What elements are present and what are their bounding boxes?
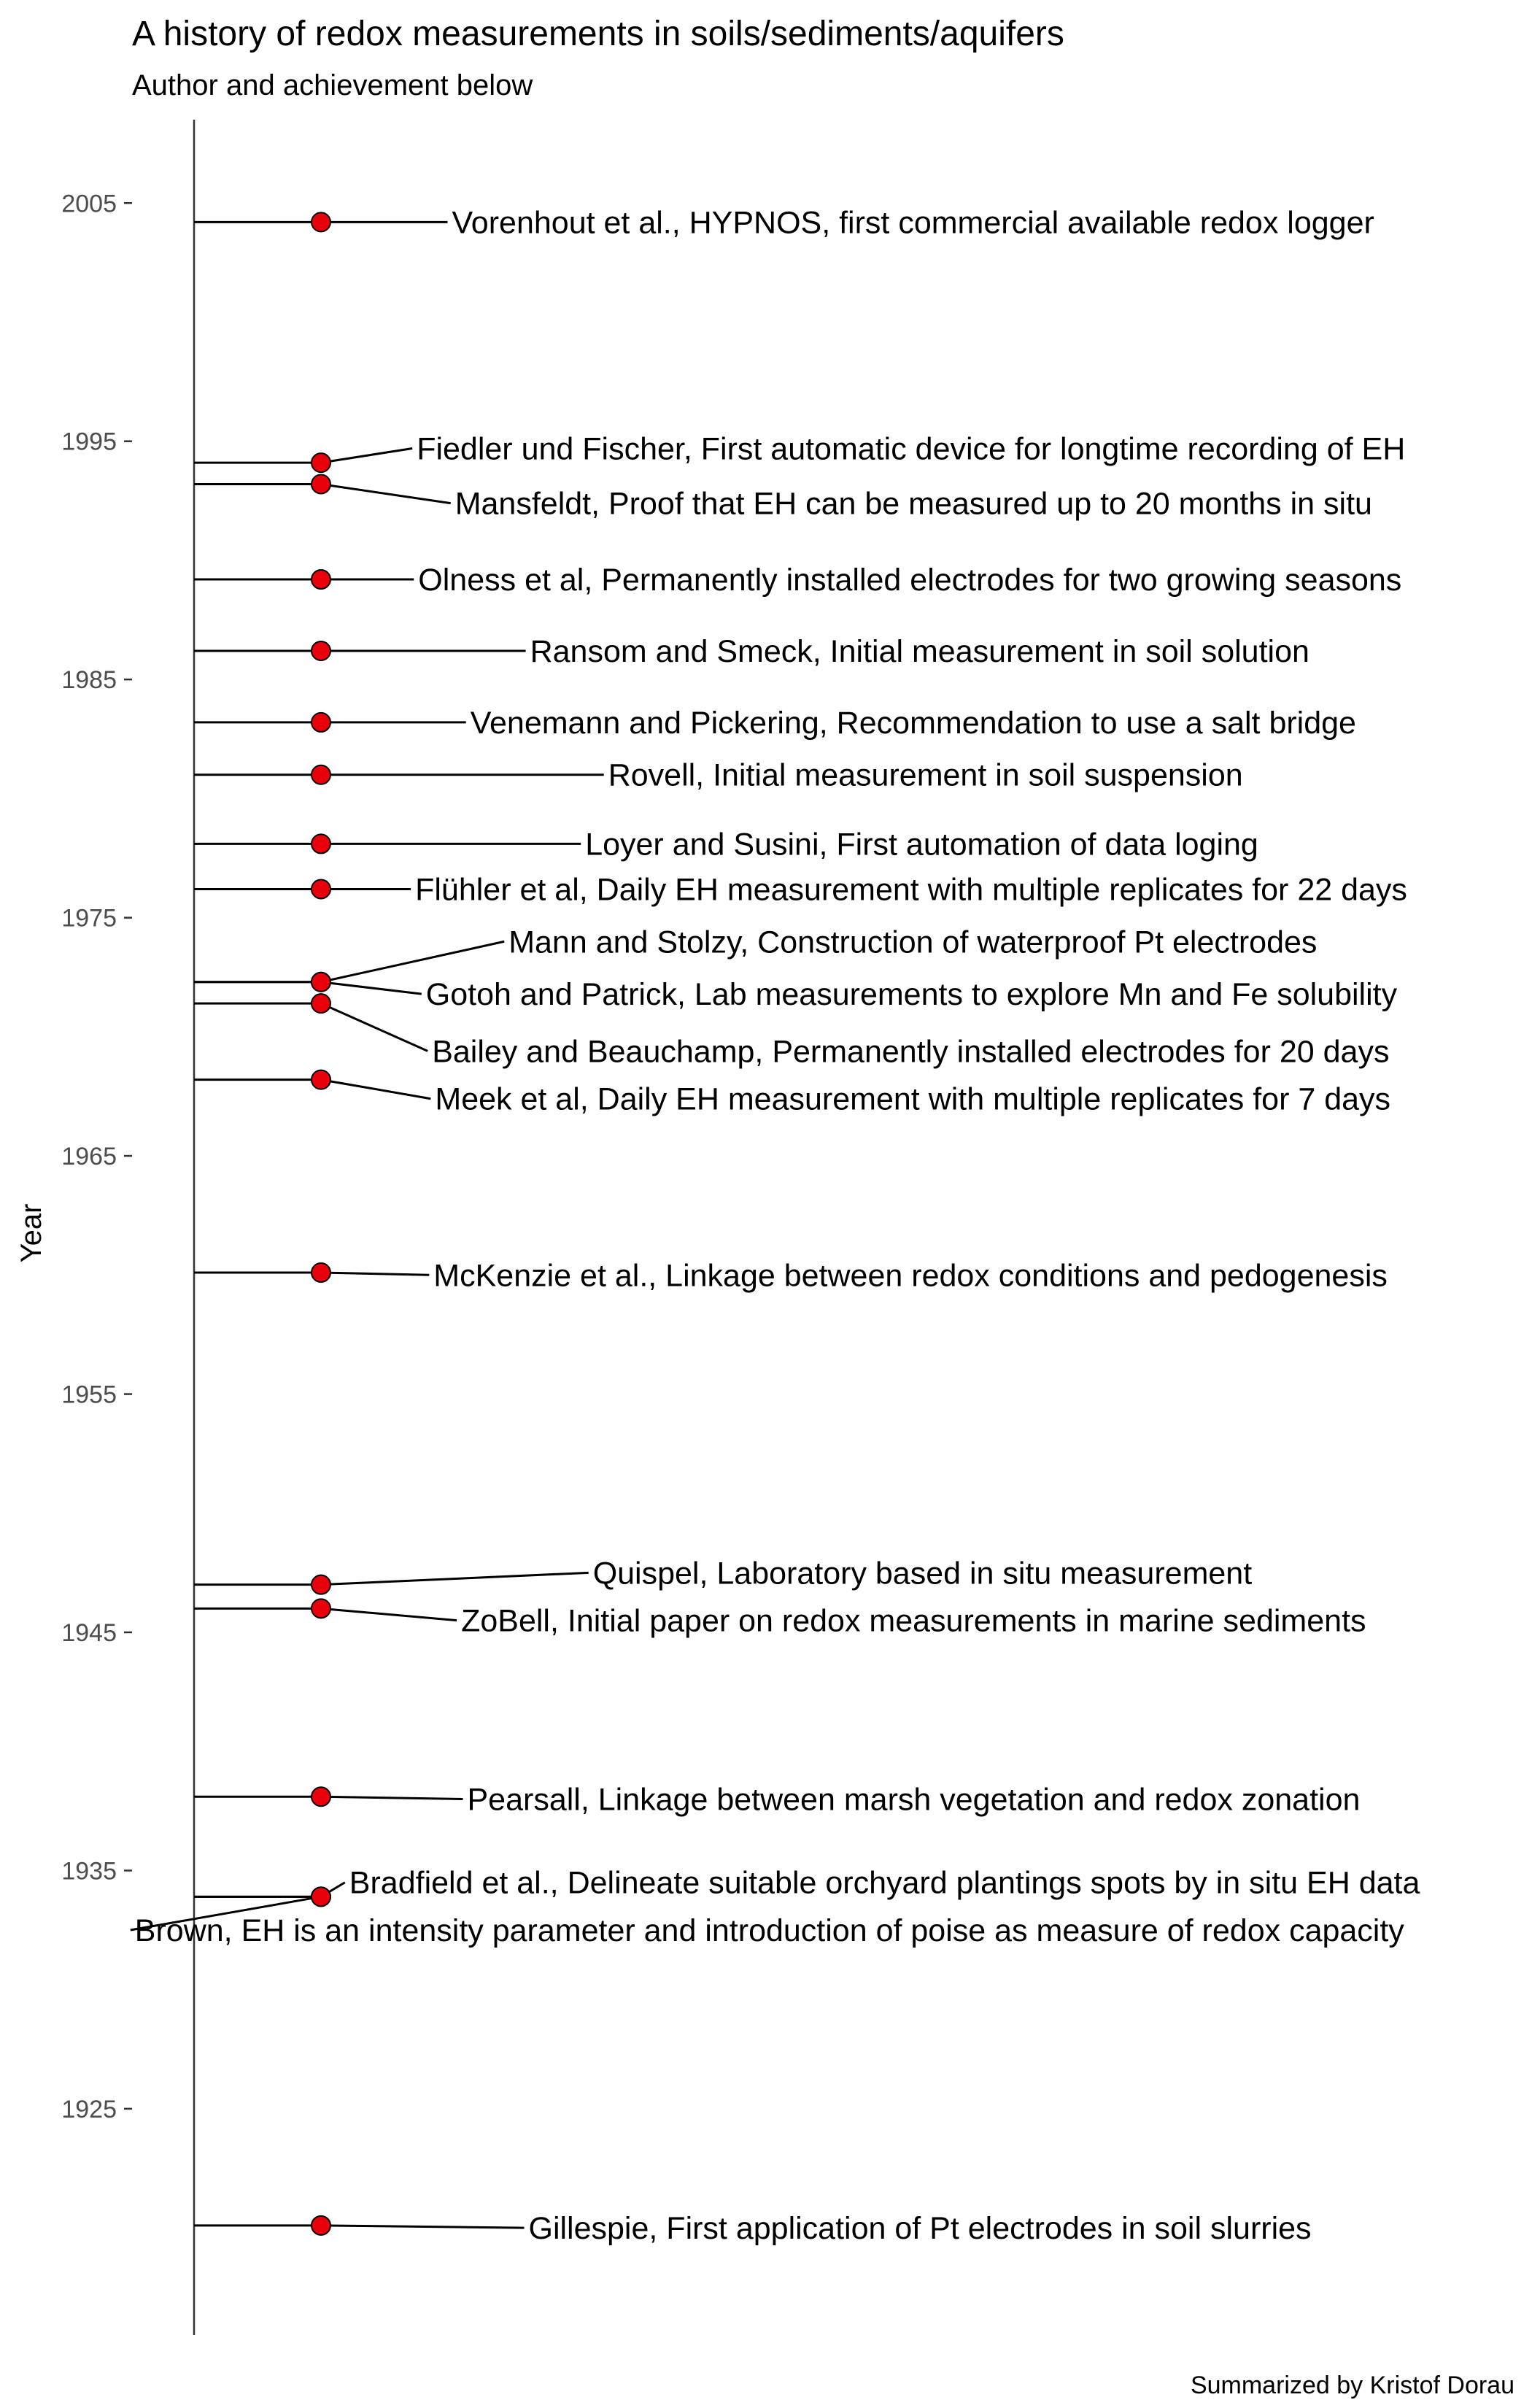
event-point xyxy=(311,1786,331,1807)
event-connector xyxy=(320,1571,589,1586)
event-connector xyxy=(320,981,422,995)
event-point xyxy=(311,879,331,900)
y-axis-label: Year xyxy=(15,1204,47,1263)
event-point xyxy=(311,1069,331,1090)
event-connector xyxy=(320,482,451,505)
event-connector xyxy=(320,1271,430,1276)
y-tick-label: 1935 xyxy=(61,1857,117,1885)
event-connector xyxy=(320,2224,525,2229)
event-points xyxy=(311,212,331,2236)
event-connector xyxy=(320,447,413,464)
event-label: Mansfeldt, Proof that EH can be measured… xyxy=(455,487,1372,522)
event-point xyxy=(311,452,331,474)
y-tick-label: 2005 xyxy=(61,190,117,217)
event-label: Quispel, Laboratory based in situ measur… xyxy=(593,1556,1253,1591)
y-tick-label: 1985 xyxy=(61,666,117,694)
event-label: McKenzie et al., Linkage between redox c… xyxy=(433,1258,1388,1293)
chart-title: A history of redox measurements in soils… xyxy=(132,15,1064,53)
event-point xyxy=(311,833,331,854)
event-label: Brown, EH is an intensity parameter and … xyxy=(135,1913,1405,1948)
event-label: ZoBell, Initial paper on redox measureme… xyxy=(461,1604,1366,1639)
chart-subtitle: Author and achievement below xyxy=(132,69,533,101)
event-label: Rovell, Initial measurement in soil susp… xyxy=(608,758,1243,793)
event-label: Gillespie, First application of Pt elect… xyxy=(529,2211,1312,2246)
event-connector xyxy=(320,1078,431,1100)
event-point xyxy=(311,569,331,590)
event-point xyxy=(311,1598,331,1619)
event-point xyxy=(311,764,331,785)
y-axis-ticks: 1925 1935 1945 1955 1965 1975 1985 1995 2005 xyxy=(61,190,132,2123)
y-tick-label: 1975 xyxy=(61,905,117,933)
y-tick-label: 1965 xyxy=(61,1143,117,1170)
event-label: Gotoh and Patrick, Lab measurements to e… xyxy=(426,977,1398,1012)
event-point xyxy=(311,474,331,495)
event-point xyxy=(311,711,331,733)
event-label: Mann and Stolzy, Construction of waterpr… xyxy=(508,925,1317,960)
event-label: Bailey and Beauchamp, Permanently instal… xyxy=(432,1034,1389,1069)
event-labels: Vorenhout et al., HYPNOS, first commerci… xyxy=(135,205,1420,2246)
event-connector xyxy=(320,1607,457,1622)
y-tick-label: 1925 xyxy=(61,2096,117,2123)
event-label: Vorenhout et al., HYPNOS, first commerci… xyxy=(452,205,1374,240)
event-point xyxy=(311,212,331,233)
event-connector xyxy=(320,940,505,984)
event-point xyxy=(311,1262,331,1284)
event-label: Fiedler und Fischer, First automatic dev… xyxy=(417,432,1405,467)
y-tick-label: 1995 xyxy=(61,428,117,456)
event-connector xyxy=(130,1895,322,1932)
event-label: Meek et al, Daily EH measurement with mu… xyxy=(435,1082,1390,1117)
event-point xyxy=(311,640,331,661)
event-label: Venemann and Pickering, Recommendation t… xyxy=(471,706,1356,741)
event-point xyxy=(311,2215,331,2236)
event-label: Olness et al, Permanently installed elec… xyxy=(418,563,1401,598)
event-connector xyxy=(320,1002,428,1052)
event-label: Flühler et al, Daily EH measurement with… xyxy=(415,872,1407,907)
event-label: Loyer and Susini, First automation of da… xyxy=(585,827,1258,862)
event-point xyxy=(311,1574,331,1595)
event-point xyxy=(311,971,331,992)
y-tick-label: 1955 xyxy=(61,1381,117,1409)
y-tick-label: 1945 xyxy=(61,1619,117,1647)
event-point xyxy=(311,1886,331,1907)
event-label: Pearsall, Linkage between marsh vegetati… xyxy=(468,1782,1361,1817)
chart-caption: Summarized by Kristof Dorau xyxy=(1191,2372,1514,2399)
event-label: Ransom and Smeck, Initial measurement in… xyxy=(530,634,1309,669)
event-point xyxy=(311,993,331,1014)
event-label: Bradfield et al., Delineate suitable orc… xyxy=(349,1866,1420,1901)
event-connector xyxy=(320,1795,463,1800)
event-segments xyxy=(130,220,604,2229)
